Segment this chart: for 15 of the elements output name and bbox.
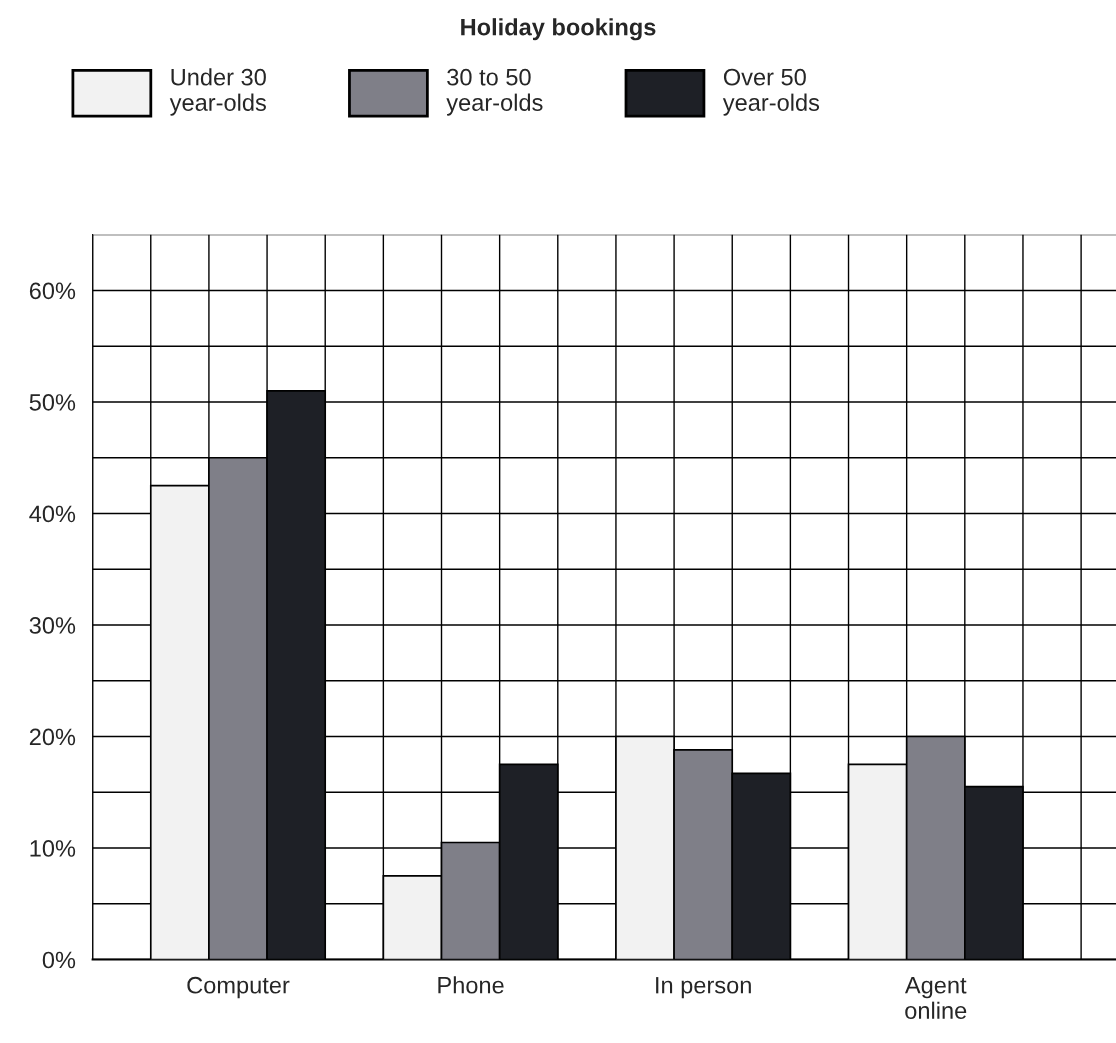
x-tick-label: Computer	[187, 976, 290, 999]
chart-title: Holiday bookings	[461, 18, 656, 41]
y-tick-label: 60%	[29, 282, 76, 300]
legend-label: Under 30 year-olds	[169, 68, 266, 116]
y-tick-label: 30%	[29, 617, 76, 634]
x-tick-label: In person	[656, 977, 751, 999]
y-tick-label: 0%	[42, 951, 76, 969]
y-tick-label: 40%	[29, 505, 76, 523]
y-tick-label: 10%	[30, 840, 76, 857]
y-tick-label: 20%	[29, 728, 76, 746]
legend-label: Over 50 year-olds	[722, 68, 820, 116]
legend-label: 30 to 50 year-olds	[446, 68, 543, 116]
x-tick-label: Phone	[438, 976, 504, 994]
x-tick-label: Agent online	[904, 977, 967, 1019]
y-tick-label: 50%	[29, 394, 76, 411]
